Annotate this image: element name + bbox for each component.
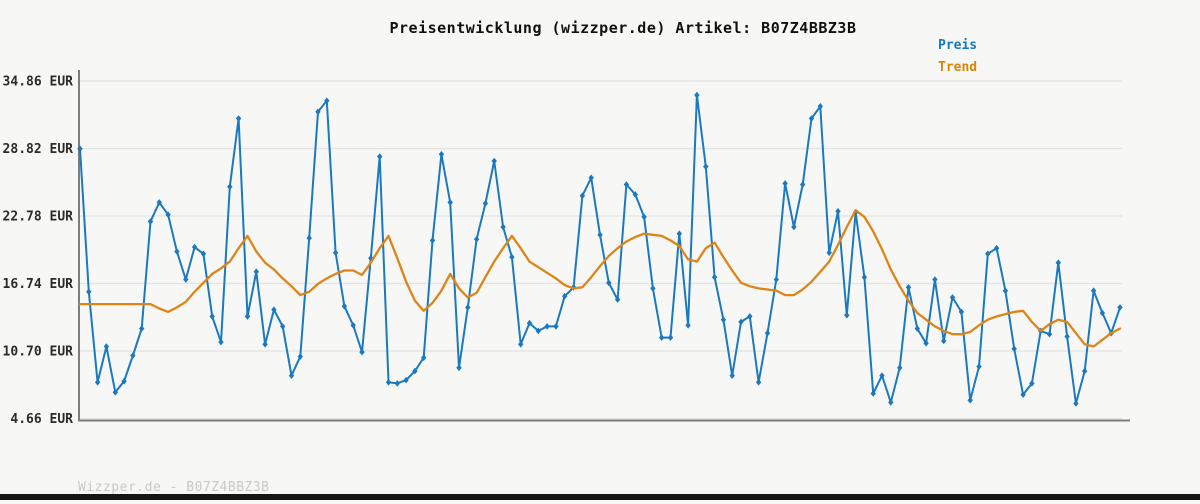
y-axis-tick-label: 34.86 EUR <box>3 75 74 90</box>
trend-series-line <box>78 209 1122 348</box>
chart-legend: Preis Trend <box>938 38 977 75</box>
watermark-text: Wizzper.de - B07Z4BBZ3B <box>78 480 270 495</box>
preis-series-line <box>79 94 1121 405</box>
legend-item-preis: Preis <box>938 38 978 53</box>
legend-item-trend: Trend <box>938 60 978 75</box>
y-axis-tick-label: 4.66 EUR <box>10 412 73 427</box>
bottom-black-bar <box>0 494 1200 500</box>
chart-title: Preisentwicklung (wizzper.de) Artikel: B… <box>389 19 857 37</box>
y-axis-tick-label: 16.74 EUR <box>3 277 74 292</box>
y-axis-tick-label: 10.70 EUR <box>3 345 74 360</box>
y-axis-tick-label: 22.78 EUR <box>3 210 74 225</box>
y-axis-tick-label: 28.82 EUR <box>3 142 74 157</box>
